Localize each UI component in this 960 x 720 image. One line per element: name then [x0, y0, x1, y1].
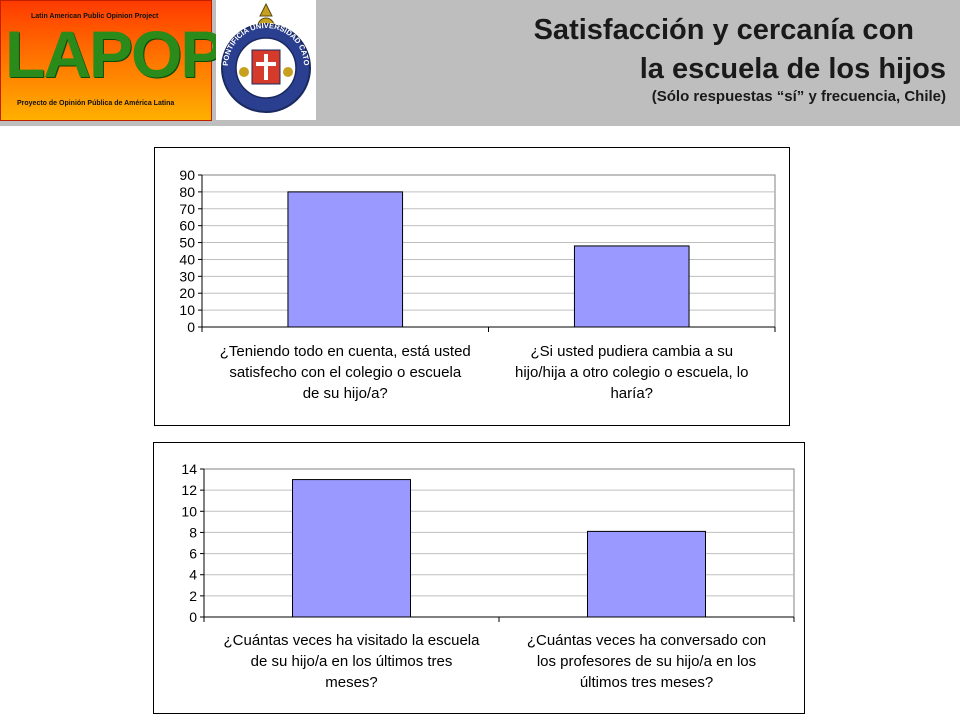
page-subtitle: (Sólo respuestas “sí” y frecuencia, Chil…: [651, 88, 946, 105]
seal-graphic: PONTIFICIA UNIVERSIDAD CATOLICA DE CHILE: [213, 0, 311, 113]
lapop-logo-bottom-text: Proyecto de Opinión Pública de América L…: [17, 100, 175, 107]
x-category-label-line: haría?: [610, 385, 653, 402]
university-seal-icon: PONTIFICIA UNIVERSIDAD CATOLICA DE CHILE: [213, 0, 316, 120]
y-tick-label: 20: [179, 285, 195, 301]
chart-frequency: 0 2 4 6 8 10 12 14 ¿Cuántas veces ha visitado la…: [153, 442, 805, 714]
x-category-label: ¿Cuántas veces ha conversado con los prof…: [527, 632, 766, 691]
y-tick-label: 50: [179, 235, 195, 251]
x-category-label-line: ¿Teniendo todo en cuenta, está usted: [220, 343, 471, 360]
y-tick-label: 12: [181, 482, 197, 498]
bar: [587, 530, 706, 618]
x-category-label-line: los profesores de su hijo/a en los: [537, 653, 756, 670]
y-tick-label: 14: [181, 461, 197, 477]
x-category-label: ¿Si usted pudiera cambia a su hijo/hija a…: [515, 343, 748, 402]
y-tick-label: 30: [179, 268, 195, 284]
y-tick-label: 10: [181, 503, 197, 519]
page-title-line1: Satisfacción y cercanía con: [533, 14, 914, 46]
y-tick-label: 90: [179, 167, 195, 183]
y-tick-label: 70: [179, 201, 195, 217]
bar: [287, 191, 404, 328]
x-category-label-line: ¿Cuántas veces ha conversado con: [527, 632, 766, 649]
y-tick-label: 80: [179, 184, 195, 200]
x-category-label-line: ¿Si usted pudiera cambia a su: [530, 343, 733, 360]
lapop-logo: Latin American Public Opinion Project LA…: [0, 0, 224, 121]
x-category-label-line: ¿Cuántas veces ha visitado la escuela: [224, 632, 481, 649]
y-tick-label: 6: [189, 546, 197, 562]
lapop-logo-wordmark: LAPOP: [5, 17, 224, 91]
y-tick-label: 8: [189, 524, 197, 540]
y-tick-label: 60: [179, 218, 195, 234]
x-category-label-line: meses?: [325, 674, 378, 691]
header-banner: Latin American Public Opinion Project LA…: [0, 0, 960, 126]
x-category-label-line: satisfecho con el colegio o escuela: [229, 364, 461, 381]
lapop-logo-top-text: Latin American Public Opinion Project: [31, 13, 159, 20]
x-category-label-line: de su hijo/a?: [303, 385, 388, 402]
y-tick-label: 10: [179, 302, 195, 318]
y-tick-label: 40: [179, 251, 195, 267]
page-title-line2: la escuela de los hijos: [639, 53, 946, 85]
y-tick-label: 0: [187, 319, 195, 335]
x-category-label-line: últimos tres meses?: [580, 674, 713, 691]
bar: [573, 245, 690, 328]
x-category-label-line: hijo/hija a otro colegio o escuela, lo: [515, 364, 748, 381]
chart-satisfaction: 0 10 20 30 40 50 60 70 80 90 ¿Teniendo todo en cue…: [154, 147, 790, 426]
x-category-label: ¿Teniendo todo en cuenta, está usted sati…: [220, 343, 471, 402]
y-tick-label: 4: [189, 567, 197, 583]
bar: [292, 479, 411, 618]
y-tick-label: 2: [189, 588, 197, 604]
x-category-label: ¿Cuántas veces ha visitado la escuela de …: [224, 632, 481, 691]
y-tick-label: 0: [189, 609, 197, 625]
page-title: Satisfacción y cercanía con la escuela d…: [534, 10, 946, 106]
x-category-label-line: de su hijo/a en los últimos tres: [251, 653, 453, 670]
chart-frequency-svg: 0 2 4 6 8 10 12 14 ¿Cuántas veces ha visitado la…: [181, 461, 795, 691]
